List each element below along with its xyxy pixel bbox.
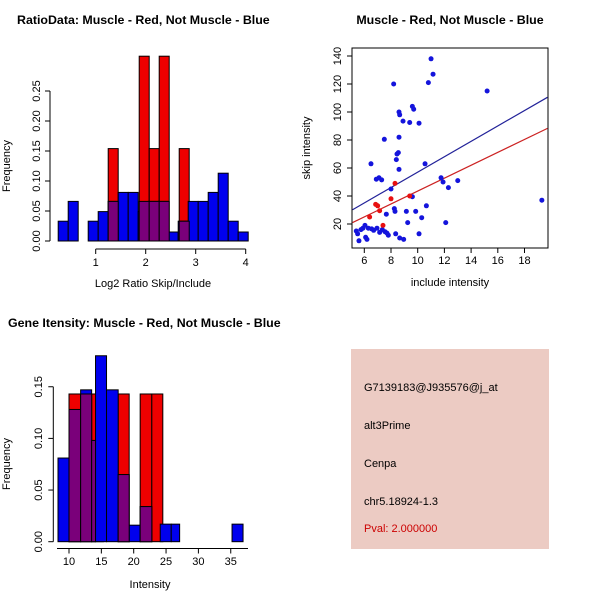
genomic-location-text: chr5.18924-1.3 — [364, 496, 438, 508]
svg-text:30: 30 — [192, 556, 204, 568]
svg-text:0.20: 0.20 — [31, 110, 43, 131]
svg-text:0.05: 0.05 — [33, 479, 45, 500]
splice-type-text: alt3Prime — [364, 420, 411, 432]
svg-text:6: 6 — [361, 255, 367, 267]
ratio-histogram-title: RatioData: Muscle - Red, Not Muscle - Bl… — [17, 13, 270, 27]
probeset-id-text: G7139183@J935576@j_at — [364, 382, 498, 394]
svg-text:10: 10 — [63, 556, 75, 568]
svg-text:0.25: 0.25 — [31, 80, 43, 101]
svg-text:16: 16 — [492, 255, 504, 267]
gene-symbol-text: Cenpa — [364, 458, 397, 470]
svg-text:skip intensity: skip intensity — [301, 116, 313, 179]
svg-text:0.00: 0.00 — [31, 230, 43, 251]
svg-text:2: 2 — [143, 257, 149, 269]
svg-text:3: 3 — [193, 257, 199, 269]
ratio-histogram-plot: 1 2 3 4 0.00 0.05 0.10 0.15 0.20 0.25 Log2 Ratio S… — [1, 55, 249, 290]
svg-text:35: 35 — [225, 556, 237, 568]
svg-text:20: 20 — [128, 556, 140, 568]
svg-text:100: 100 — [332, 103, 344, 121]
scatter-plot: 6 8 10 12 14 16 18 20 40 60 80 100 120 140 include int… — [301, 47, 549, 289]
svg-text:25: 25 — [160, 556, 172, 568]
scatter-title: Muscle - Red, Not Muscle - Blue — [356, 13, 544, 27]
svg-text:40: 40 — [332, 190, 344, 202]
svg-text:Log2 Ratio Skip/Include: Log2 Ratio Skip/Include — [95, 278, 211, 290]
panel-ratio-histogram: RatioData: Muscle - Red, Not Muscle - Bl… — [0, 0, 300, 300]
svg-text:14: 14 — [465, 255, 477, 267]
svg-text:10: 10 — [412, 255, 424, 267]
svg-text:20: 20 — [332, 218, 344, 230]
panel-intensity-scatter: Muscle - Red, Not Muscle - Blue 6 8 10 12 14… — [300, 0, 600, 300]
svg-text:0.00: 0.00 — [33, 531, 45, 552]
svg-text:0.10: 0.10 — [31, 170, 43, 191]
svg-text:140: 140 — [332, 47, 344, 65]
svg-text:0.05: 0.05 — [31, 200, 43, 221]
svg-text:0.15: 0.15 — [33, 376, 45, 397]
svg-text:Frequency: Frequency — [1, 140, 13, 192]
svg-text:4: 4 — [243, 257, 249, 269]
svg-text:0.15: 0.15 — [31, 140, 43, 161]
svg-text:Intensity: Intensity — [130, 579, 171, 591]
gene-info-box: G7139183@J935576@j_at alt3Prime Cenpa ch… — [351, 349, 549, 549]
svg-text:8: 8 — [388, 255, 394, 267]
panel-gene-intensity-histogram: Gene Itensity: Muscle - Red, Not Muscle … — [0, 300, 300, 600]
svg-text:80: 80 — [332, 134, 344, 146]
svg-text:120: 120 — [332, 75, 344, 93]
panel-gene-info: G7139183@J935576@j_at alt3Prime Cenpa ch… — [300, 300, 600, 600]
svg-text:18: 18 — [518, 255, 530, 267]
svg-text:15: 15 — [95, 556, 107, 568]
pval-text: Pval: 2.000000 — [364, 523, 438, 535]
svg-text:12: 12 — [438, 255, 450, 267]
gene-intensity-histogram-title: Gene Itensity: Muscle - Red, Not Muscle … — [8, 316, 281, 330]
svg-text:1: 1 — [93, 257, 99, 269]
svg-text:60: 60 — [332, 162, 344, 174]
gene-intensity-histogram-plot: 10 15 20 25 30 35 0.00 0.05 0.10 0.15 Intensity Fre… — [1, 355, 248, 591]
svg-text:include intensity: include intensity — [411, 277, 490, 289]
svg-text:Frequency: Frequency — [1, 438, 13, 490]
svg-text:0.10: 0.10 — [33, 428, 45, 449]
